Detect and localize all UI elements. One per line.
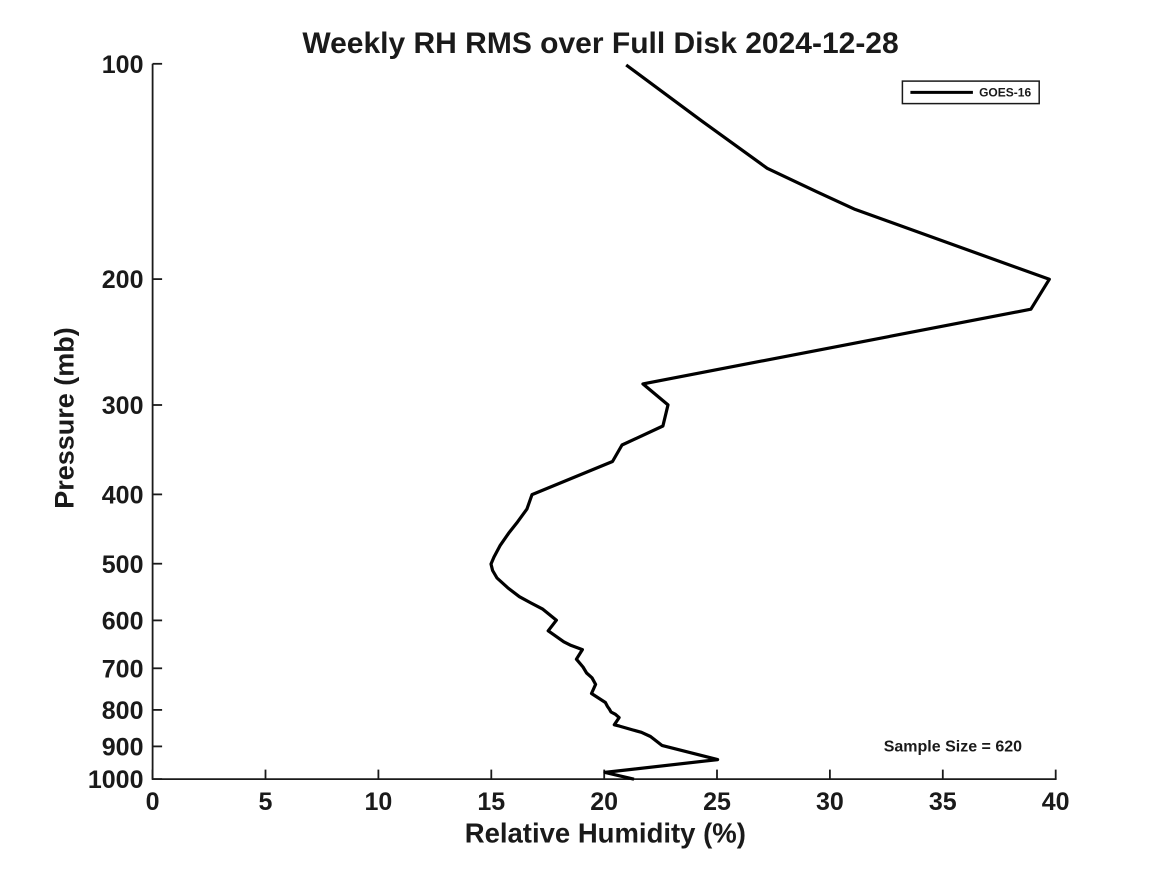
svg-text:500: 500	[102, 551, 144, 579]
svg-text:5: 5	[259, 788, 273, 816]
svg-text:Pressure (mb): Pressure (mb)	[50, 327, 80, 509]
svg-text:900: 900	[102, 734, 144, 762]
svg-text:800: 800	[102, 697, 144, 725]
svg-text:600: 600	[102, 608, 144, 636]
svg-text:300: 300	[102, 392, 144, 420]
svg-text:700: 700	[102, 655, 144, 683]
svg-text:200: 200	[102, 266, 144, 294]
svg-text:35: 35	[929, 788, 957, 816]
svg-text:400: 400	[102, 482, 144, 510]
svg-text:Relative Humidity (%): Relative Humidity (%)	[465, 818, 746, 849]
svg-text:1000: 1000	[88, 766, 144, 794]
svg-text:40: 40	[1042, 788, 1070, 816]
svg-text:100: 100	[102, 51, 144, 79]
svg-text:20: 20	[590, 788, 618, 816]
svg-text:25: 25	[703, 788, 731, 816]
svg-text:Weekly RH RMS over Full Disk 2: Weekly RH RMS over Full Disk 2024-12-28	[302, 27, 898, 60]
svg-text:30: 30	[816, 788, 844, 816]
svg-text:GOES-16: GOES-16	[979, 86, 1031, 100]
svg-text:10: 10	[364, 788, 392, 816]
svg-text:15: 15	[477, 788, 505, 816]
svg-text:Sample Size = 620: Sample Size = 620	[884, 739, 1022, 756]
svg-text:0: 0	[146, 788, 160, 816]
